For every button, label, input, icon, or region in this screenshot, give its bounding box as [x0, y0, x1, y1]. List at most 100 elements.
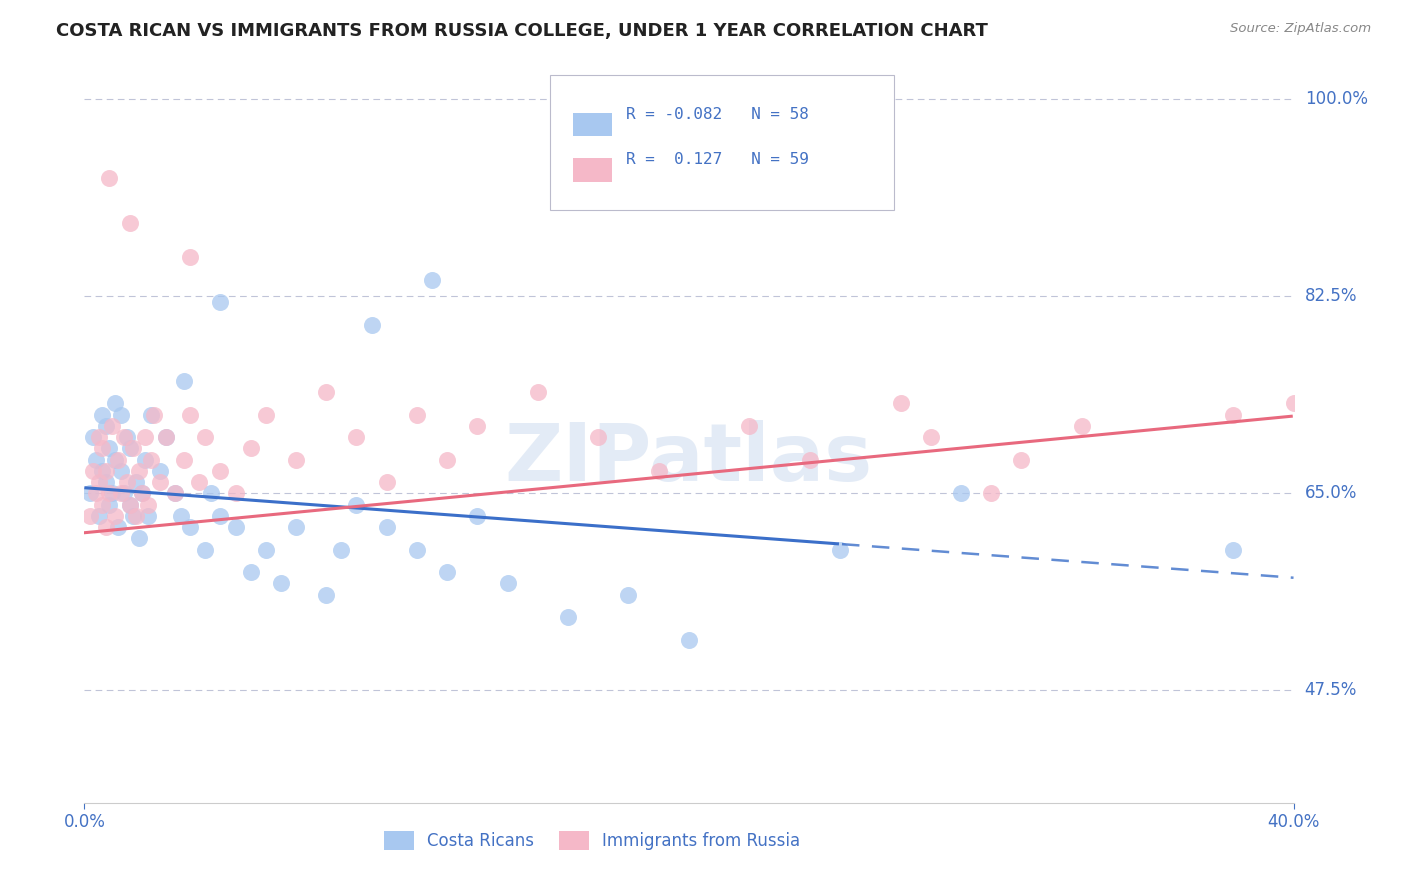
Point [112, 430, 135, 444]
Point [330, 542, 353, 557]
Point [125, 508, 148, 523]
Point [136, 508, 159, 523]
Point [91, 442, 114, 456]
Point [86, 486, 108, 500]
Point [128, 464, 150, 478]
Point [179, 520, 201, 534]
Point [136, 498, 159, 512]
Point [173, 374, 195, 388]
Point [254, 542, 277, 557]
Point [738, 418, 761, 433]
Point [91, 408, 114, 422]
Point [346, 430, 368, 444]
Point [557, 610, 579, 624]
Text: 47.5%: 47.5% [1305, 681, 1357, 699]
Point [112, 486, 135, 500]
Point [209, 508, 232, 523]
Point [285, 452, 308, 467]
Point [97, 171, 120, 186]
Point [1222, 408, 1244, 422]
Point [104, 508, 127, 523]
Point [79, 486, 101, 500]
FancyBboxPatch shape [550, 75, 894, 211]
Point [134, 430, 156, 444]
Point [194, 542, 217, 557]
Point [104, 396, 127, 410]
Point [270, 576, 292, 591]
Point [104, 452, 127, 467]
Point [225, 486, 247, 500]
Point [89, 475, 111, 489]
Point [107, 452, 129, 467]
FancyBboxPatch shape [572, 159, 612, 182]
Point [588, 430, 610, 444]
Point [131, 486, 153, 500]
Point [239, 565, 262, 579]
Point [648, 464, 671, 478]
Text: 82.5%: 82.5% [1305, 287, 1357, 305]
Point [436, 452, 458, 467]
Point [128, 532, 150, 546]
Point [239, 442, 262, 456]
Point [86, 452, 108, 467]
Point [118, 498, 141, 512]
Point [496, 576, 519, 591]
Point [149, 475, 172, 489]
Point [179, 250, 201, 264]
Text: Source: ZipAtlas.com: Source: ZipAtlas.com [1230, 22, 1371, 36]
Point [375, 520, 398, 534]
Point [617, 588, 640, 602]
FancyBboxPatch shape [572, 113, 612, 136]
Point [134, 452, 156, 467]
Point [200, 486, 222, 500]
Point [950, 486, 973, 500]
Point [82, 464, 104, 478]
Point [91, 464, 114, 478]
Point [82, 430, 104, 444]
Point [110, 486, 132, 500]
Text: 100.0%: 100.0% [1305, 90, 1368, 109]
Point [121, 508, 143, 523]
Point [188, 475, 211, 489]
Point [890, 396, 912, 410]
Point [110, 408, 132, 422]
Point [149, 464, 172, 478]
Point [100, 486, 122, 500]
Point [118, 442, 141, 456]
Point [179, 408, 201, 422]
Point [1282, 396, 1305, 410]
Point [110, 464, 132, 478]
Point [165, 486, 187, 500]
Point [315, 385, 337, 400]
Point [170, 508, 193, 523]
Point [89, 430, 111, 444]
Point [375, 475, 398, 489]
Point [285, 520, 308, 534]
Point [142, 408, 165, 422]
Legend: Costa Ricans, Immigrants from Russia: Costa Ricans, Immigrants from Russia [377, 824, 807, 856]
Text: R =  0.127   N = 59: R = 0.127 N = 59 [626, 153, 808, 168]
Text: R = -0.082   N = 58: R = -0.082 N = 58 [626, 107, 808, 122]
Point [118, 216, 141, 230]
Point [1071, 418, 1094, 433]
Point [225, 520, 247, 534]
Point [121, 442, 143, 456]
Point [209, 295, 232, 310]
Point [920, 430, 942, 444]
Point [91, 498, 114, 512]
Point [107, 520, 129, 534]
Point [980, 486, 1002, 500]
Point [1011, 452, 1033, 467]
Point [118, 498, 141, 512]
Point [315, 588, 337, 602]
Text: 65.0%: 65.0% [1305, 484, 1357, 502]
Point [100, 418, 122, 433]
Point [436, 565, 458, 579]
Point [94, 464, 117, 478]
Point [194, 430, 217, 444]
Point [254, 408, 277, 422]
Point [131, 486, 153, 500]
Point [406, 542, 429, 557]
Point [155, 430, 177, 444]
Point [420, 272, 443, 286]
